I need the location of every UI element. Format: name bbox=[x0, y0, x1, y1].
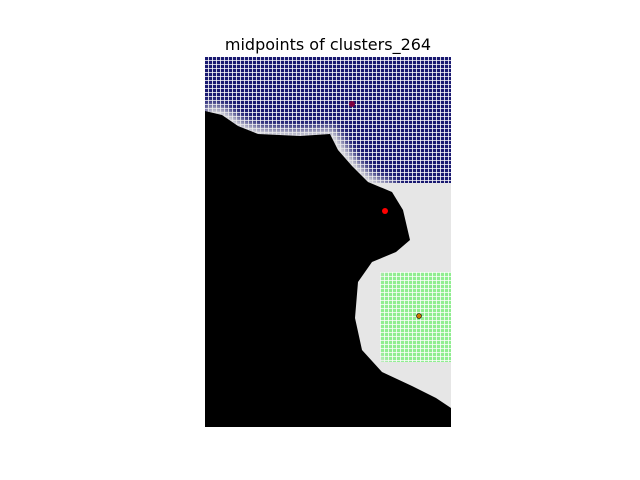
cluster-green bbox=[380, 272, 451, 362]
midpoints bbox=[349, 101, 422, 319]
midpoint-purple bbox=[349, 101, 355, 107]
chart-title: midpoints of clusters_264 bbox=[225, 35, 431, 55]
midpoint-orange bbox=[416, 313, 422, 319]
midpoint-red bbox=[382, 208, 388, 214]
plot-area bbox=[205, 57, 451, 427]
land-mass bbox=[205, 111, 451, 427]
